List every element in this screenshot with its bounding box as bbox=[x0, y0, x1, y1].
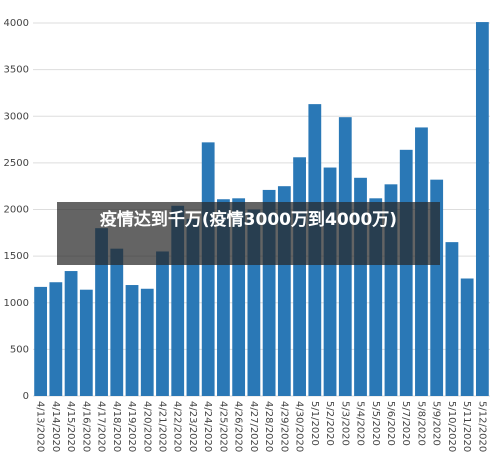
x-tick-label: 5/12/2020 bbox=[476, 401, 487, 452]
bar bbox=[201, 142, 215, 396]
bar bbox=[156, 251, 169, 396]
y-tick-label: 4000 bbox=[4, 18, 29, 29]
x-tick-label: 5/2/2020 bbox=[324, 401, 335, 446]
x-tick-label: 4/16/2020 bbox=[80, 401, 91, 452]
overlay-caption: 疫情达到千万(疫情3000万到4000万) bbox=[57, 202, 440, 265]
y-tick-label: 2500 bbox=[4, 158, 29, 169]
x-tick-label: 4/23/2020 bbox=[187, 401, 198, 452]
x-tick-label: 4/15/2020 bbox=[65, 401, 76, 452]
x-tick-label: 4/18/2020 bbox=[111, 401, 122, 452]
x-tick-label: 4/29/2020 bbox=[278, 401, 289, 452]
y-tick-label: 2000 bbox=[4, 205, 29, 216]
x-tick-label: 4/26/2020 bbox=[233, 401, 244, 452]
x-tick-label: 5/3/2020 bbox=[339, 401, 350, 446]
bar bbox=[399, 149, 413, 396]
x-tick-label: 4/25/2020 bbox=[217, 401, 228, 452]
x-tick-label: 4/14/2020 bbox=[50, 401, 61, 452]
x-tick-label: 5/6/2020 bbox=[385, 401, 396, 446]
x-tick-label: 4/22/2020 bbox=[172, 401, 183, 452]
bar bbox=[445, 242, 459, 396]
bar bbox=[79, 289, 93, 396]
y-tick-label: 1000 bbox=[4, 298, 29, 309]
bar bbox=[140, 288, 154, 396]
bar bbox=[64, 271, 78, 396]
y-tick-label: 0 bbox=[23, 391, 29, 402]
x-tick-label: 5/5/2020 bbox=[370, 401, 381, 446]
bar bbox=[475, 22, 489, 396]
x-tick-label: 4/24/2020 bbox=[202, 401, 213, 452]
x-tick-label: 4/19/2020 bbox=[126, 401, 137, 452]
y-tick-label: 3000 bbox=[4, 111, 29, 122]
bar bbox=[125, 285, 139, 396]
x-tick-label: 4/20/2020 bbox=[141, 401, 152, 452]
bar bbox=[95, 228, 108, 396]
y-tick-label: 1500 bbox=[4, 251, 29, 262]
x-tick-label: 4/13/2020 bbox=[35, 401, 46, 452]
x-tick-label: 5/1/2020 bbox=[309, 401, 320, 446]
bar bbox=[34, 286, 48, 396]
x-tick-label: 4/17/2020 bbox=[96, 401, 107, 452]
bar bbox=[49, 282, 63, 396]
x-tick-label: 4/21/2020 bbox=[156, 401, 167, 452]
x-tick-label: 4/27/2020 bbox=[248, 401, 259, 452]
x-tick-label: 5/10/2020 bbox=[446, 401, 457, 452]
bar bbox=[110, 248, 124, 396]
x-tick-label: 5/9/2020 bbox=[431, 401, 442, 446]
x-tick-label: 5/4/2020 bbox=[355, 401, 366, 446]
x-tick-label: 5/11/2020 bbox=[461, 401, 472, 452]
y-tick-label: 3500 bbox=[4, 65, 29, 76]
x-tick-label: 5/7/2020 bbox=[400, 401, 411, 446]
bar bbox=[293, 157, 306, 396]
bar bbox=[460, 278, 474, 396]
x-tick-label: 4/28/2020 bbox=[263, 401, 274, 452]
x-tick-label: 4/30/2020 bbox=[294, 401, 305, 452]
y-tick-label: 500 bbox=[10, 344, 29, 355]
x-tick-label: 5/8/2020 bbox=[415, 401, 426, 446]
